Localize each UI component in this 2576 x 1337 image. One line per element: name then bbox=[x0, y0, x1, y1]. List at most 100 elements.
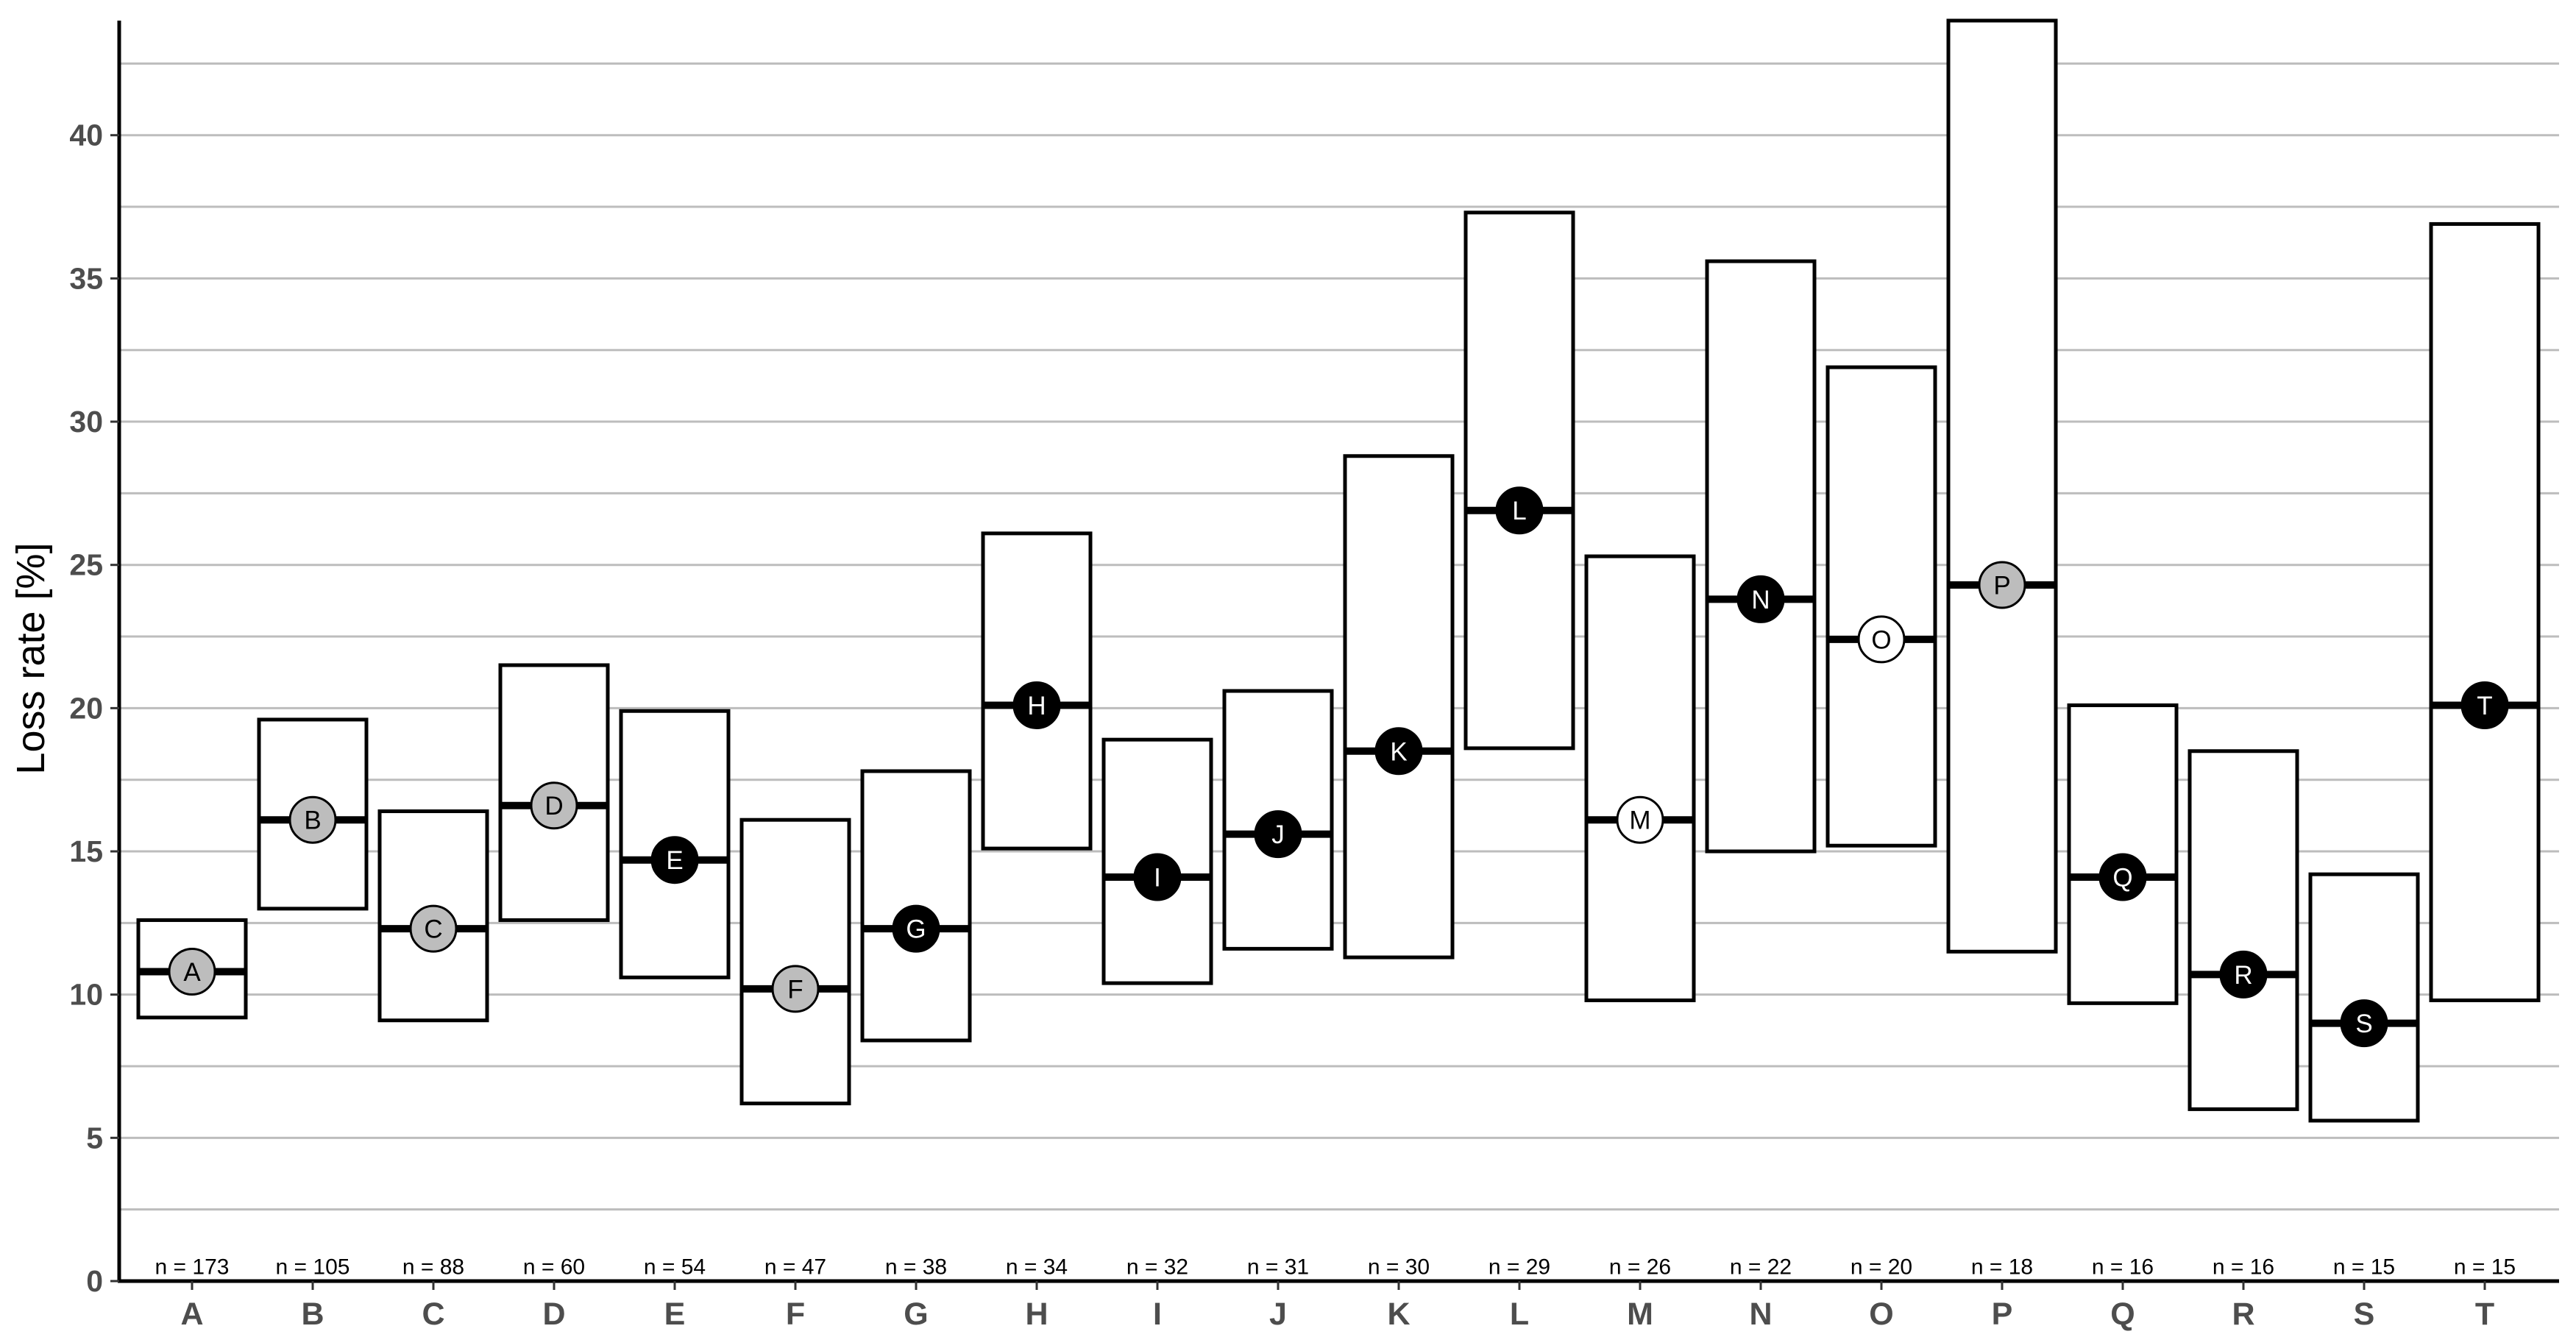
interval-L: L bbox=[1463, 210, 1575, 751]
x-tick-label: O bbox=[1869, 1297, 1893, 1332]
y-tick-labels: 0 5 10 15 20 25 30 35 40 bbox=[69, 118, 119, 1298]
interval-S: S bbox=[2308, 872, 2420, 1123]
marker-label: H bbox=[1027, 692, 1046, 720]
center-marker bbox=[1495, 486, 1544, 535]
x-tick-label: A bbox=[180, 1297, 203, 1332]
center-marker bbox=[2219, 950, 2268, 999]
interval-P: P bbox=[1946, 18, 2058, 954]
n-label: n = 31 bbox=[1247, 1255, 1309, 1280]
marker-label: F bbox=[787, 975, 803, 1004]
y-tick-label: 10 bbox=[69, 978, 103, 1012]
x-tick-label: N bbox=[1749, 1297, 1772, 1332]
center-marker bbox=[409, 904, 458, 953]
interval-N: N bbox=[1705, 259, 1817, 854]
interval-K: K bbox=[1343, 454, 1455, 960]
center-marker bbox=[2098, 853, 2147, 901]
marker-label: D bbox=[544, 792, 563, 820]
center-marker bbox=[1616, 795, 1664, 844]
interval-box bbox=[1343, 454, 1455, 960]
interval-G: G bbox=[860, 769, 972, 1043]
interval-box bbox=[2429, 221, 2541, 1002]
marker-label: L bbox=[1512, 497, 1526, 525]
interval-D: D bbox=[498, 663, 610, 922]
x-tick-label: C bbox=[422, 1297, 444, 1332]
interval-M: M bbox=[1584, 554, 1696, 1002]
center-marker bbox=[2340, 999, 2388, 1048]
interval-box bbox=[1946, 18, 2058, 954]
interval-boxes: A B C D E F G H I J K L M N O P Q R S T bbox=[136, 18, 2541, 1123]
y-tick-label: 15 bbox=[69, 834, 103, 868]
y-tick-label: 20 bbox=[69, 691, 103, 725]
center-marker bbox=[1374, 727, 1423, 776]
marker-label: E bbox=[666, 846, 683, 875]
n-label: n = 47 bbox=[764, 1255, 826, 1280]
center-marker bbox=[892, 904, 940, 953]
y-tick-label: 30 bbox=[69, 405, 103, 439]
x-tick-label: E bbox=[664, 1297, 686, 1332]
marker-label: J bbox=[1271, 820, 1285, 849]
x-tick-label: L bbox=[1510, 1297, 1529, 1332]
center-marker bbox=[1254, 810, 1302, 859]
interval-C: C bbox=[377, 809, 489, 1023]
axes bbox=[117, 21, 2559, 1283]
marker-label: P bbox=[1993, 571, 2010, 600]
center-marker bbox=[1857, 615, 1906, 664]
n-label: n = 29 bbox=[1489, 1255, 1550, 1280]
n-label: n = 18 bbox=[1971, 1255, 2033, 1280]
x-tick-label: R bbox=[2232, 1297, 2254, 1332]
interval-T: T bbox=[2429, 221, 2541, 1002]
n-label: n = 88 bbox=[402, 1255, 464, 1280]
interval-box bbox=[739, 818, 851, 1106]
y-tick-label: 35 bbox=[69, 261, 103, 295]
n-label: n = 173 bbox=[155, 1255, 230, 1280]
x-tick-label: Q bbox=[2110, 1297, 2135, 1332]
center-marker bbox=[650, 836, 699, 884]
n-label: n = 26 bbox=[1609, 1255, 1671, 1280]
marker-label: I bbox=[1154, 864, 1161, 893]
marker-label: N bbox=[1751, 586, 1770, 614]
n-label: n = 60 bbox=[523, 1255, 585, 1280]
n-label: n = 22 bbox=[1730, 1255, 1792, 1280]
x-tick-labels: A B C D E F G H I J K L M N O P Q R S T bbox=[180, 1281, 2494, 1332]
x-tick-label: G bbox=[904, 1297, 928, 1332]
y-tick-label: 25 bbox=[69, 548, 103, 582]
n-label: n = 34 bbox=[1006, 1255, 1068, 1280]
center-marker bbox=[1736, 575, 1785, 623]
sample-size-labels: n = 173 n = 105 n = 88 n = 60 n = 54 n = 47 n … bbox=[155, 1255, 2516, 1280]
n-label: n = 32 bbox=[1126, 1255, 1188, 1280]
interval-box bbox=[1705, 259, 1817, 854]
interval-R: R bbox=[2188, 749, 2299, 1111]
y-tick-label: 40 bbox=[69, 118, 103, 152]
center-marker bbox=[771, 965, 820, 1013]
interval-I: I bbox=[1101, 737, 1213, 985]
interval-O: O bbox=[1825, 365, 1937, 848]
marker-label: K bbox=[1390, 737, 1407, 766]
n-label: n = 30 bbox=[1368, 1255, 1430, 1280]
interval-E: E bbox=[619, 709, 731, 979]
n-label: n = 16 bbox=[2092, 1255, 2154, 1280]
interval-box bbox=[2188, 749, 2299, 1111]
n-label: n = 105 bbox=[276, 1255, 350, 1280]
n-label: n = 15 bbox=[2333, 1255, 2395, 1280]
y-tick-label: 0 bbox=[86, 1264, 103, 1298]
x-tick-label: H bbox=[1025, 1297, 1048, 1332]
y-axis-title: Loss rate [%] bbox=[9, 542, 53, 774]
x-tick-label: J bbox=[1269, 1297, 1287, 1332]
x-tick-label: D bbox=[542, 1297, 565, 1332]
marker-label: A bbox=[183, 958, 201, 987]
marker-label: G bbox=[906, 915, 926, 944]
center-marker bbox=[288, 795, 337, 844]
interval-A: A bbox=[136, 918, 248, 1020]
interval-H: H bbox=[981, 531, 1093, 851]
x-tick-label: F bbox=[786, 1297, 805, 1332]
interval-box bbox=[1825, 365, 1937, 848]
interval-J: J bbox=[1222, 689, 1334, 951]
x-tick-label: S bbox=[2354, 1297, 2375, 1332]
n-label: n = 54 bbox=[644, 1255, 706, 1280]
x-tick-label: M bbox=[1627, 1297, 1653, 1332]
x-tick-label: K bbox=[1387, 1297, 1410, 1332]
marker-label: R bbox=[2234, 961, 2252, 990]
interval-Q: Q bbox=[2067, 703, 2179, 1005]
n-label: n = 38 bbox=[885, 1255, 947, 1280]
